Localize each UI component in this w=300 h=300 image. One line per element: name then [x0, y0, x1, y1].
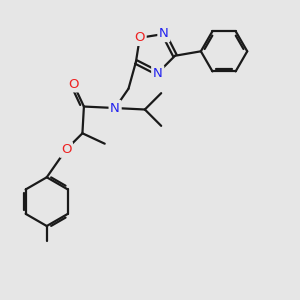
Text: O: O [68, 78, 79, 91]
Text: O: O [61, 143, 71, 156]
Text: N: N [110, 101, 120, 115]
Text: N: N [159, 28, 169, 40]
Text: N: N [153, 67, 163, 80]
Text: O: O [134, 31, 145, 44]
